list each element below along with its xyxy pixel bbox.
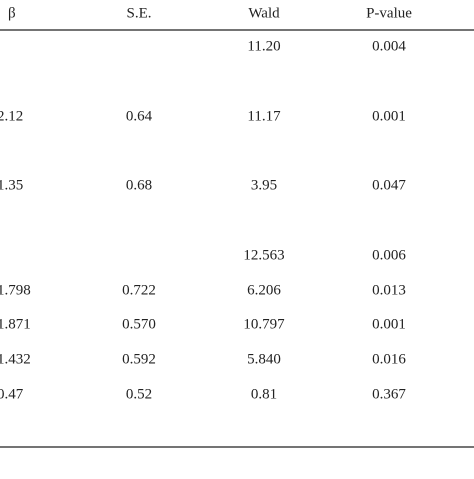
- table-cell: 0.006: [372, 247, 406, 263]
- table-cell: 0.81: [251, 386, 277, 402]
- table-cell: 0.013: [372, 282, 406, 298]
- header-cell: S.E.: [126, 5, 151, 21]
- table-cell: 0.004: [372, 38, 406, 54]
- header-cell: β: [8, 5, 16, 21]
- header-cell: P-value: [366, 5, 412, 21]
- table-cell: 2.12: [0, 108, 23, 124]
- table-cell: 12.563: [243, 247, 284, 263]
- table-cell: 0.592: [122, 351, 156, 367]
- table-cell: 1.798: [0, 282, 31, 298]
- table-cell: 1.35: [0, 177, 23, 193]
- table-cell: 10.797: [243, 316, 285, 332]
- table-cell: 1.871: [0, 316, 31, 332]
- table-cell: 0.047: [372, 177, 406, 193]
- table-cell: 0.47: [0, 386, 24, 402]
- table-cell: 0.722: [122, 282, 156, 298]
- header-cell: Wald: [248, 5, 280, 21]
- table-cell: 0.68: [126, 177, 152, 193]
- table-cell: 0.001: [372, 108, 406, 124]
- table-cell: 0.64: [126, 108, 153, 124]
- table-cell: 0.570: [122, 316, 156, 332]
- table-cell: 0.52: [126, 386, 152, 402]
- table-cell: 0.367: [372, 386, 406, 402]
- table-cell: 3.95: [251, 177, 277, 193]
- table-cell: 0.001: [372, 316, 406, 332]
- table-cell: 1.432: [0, 351, 31, 367]
- table-cell: 5.840: [247, 351, 281, 367]
- table-cell: 0.016: [372, 351, 406, 367]
- table-cell: 6.206: [247, 282, 281, 298]
- table-cell: 11.20: [247, 38, 280, 54]
- table-cell: 11.17: [247, 108, 281, 124]
